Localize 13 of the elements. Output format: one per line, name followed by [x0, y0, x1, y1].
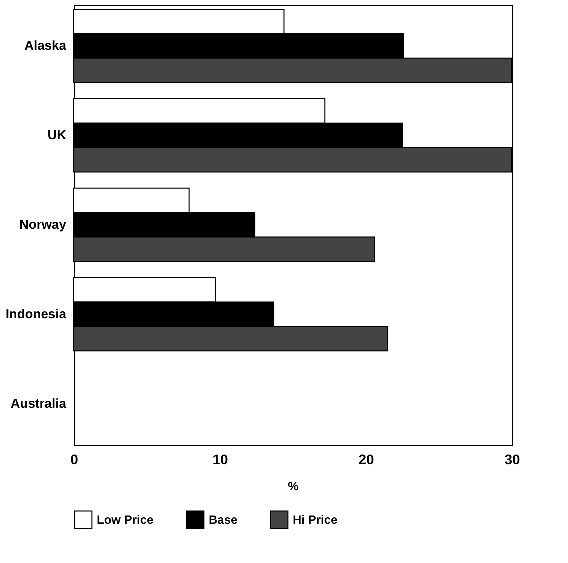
y-tick-label: Norway: [20, 217, 68, 232]
x-tick-label: 0: [70, 452, 79, 468]
y-tick-label: Alaska: [24, 38, 68, 54]
y-tick-label: UK: [48, 128, 68, 143]
x-axis-title: %: [288, 480, 300, 494]
legend-label: Low Price: [97, 512, 154, 527]
legend-label: Hi Price: [293, 512, 338, 527]
x-tick-label: 30: [504, 452, 520, 468]
y-tick-label: Australia: [10, 396, 68, 411]
y-tick-label: Indonesia: [6, 306, 68, 322]
legend-label: Base: [209, 512, 238, 527]
x-tick-label: 20: [358, 452, 374, 468]
x-tick-label: 10: [212, 452, 228, 468]
